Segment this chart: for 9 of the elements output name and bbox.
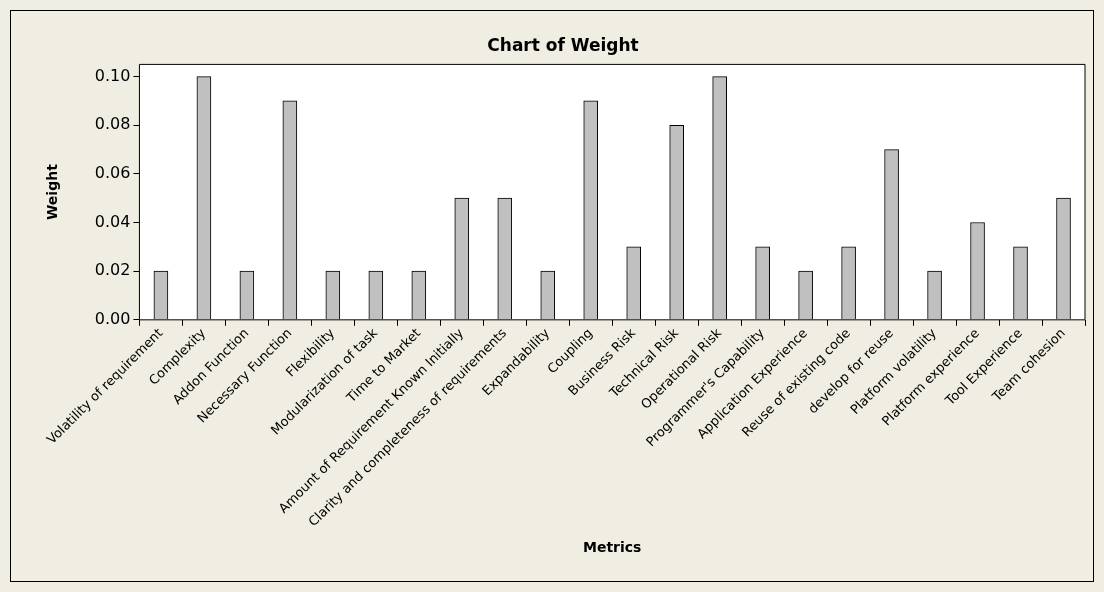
y-tick-label: 0.08	[94, 114, 131, 134]
y-tick-label: 0.06	[94, 163, 131, 183]
y-tick-label: 0.04	[94, 211, 131, 231]
y-tick-label: 0.10	[94, 65, 131, 85]
y-tick-label: 0.00	[94, 308, 131, 328]
y-tick-label: 0.02	[94, 260, 131, 280]
y-axis-title: Weight	[44, 163, 61, 221]
chart-title: Chart of Weight	[487, 34, 639, 55]
x-axis-title: Metrics	[582, 539, 642, 556]
